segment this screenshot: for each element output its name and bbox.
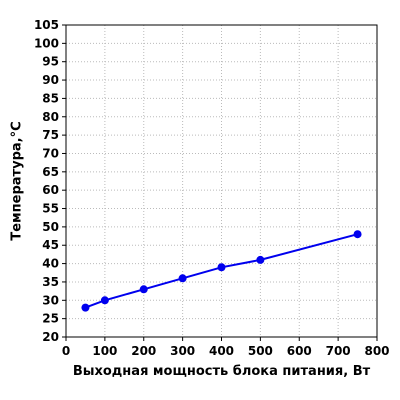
data-point [217, 263, 226, 272]
y-tick-label: 40 [42, 257, 59, 271]
y-tick-label: 25 [42, 312, 59, 326]
y-tick-label: 70 [42, 146, 59, 160]
y-tick-label: 105 [34, 18, 59, 32]
y-tick-label: 30 [42, 293, 59, 307]
y-tick-label: 95 [42, 55, 59, 69]
x-tick-label: 400 [209, 344, 234, 358]
data-point [256, 255, 265, 264]
plot-frame [65, 24, 378, 338]
data-point [81, 303, 90, 312]
y-tick-label: 65 [42, 165, 59, 179]
y-axis-ticks: 20 25 30 35 40 45 50 55 60 65 70 75 80 85 90 95 100 105 [34, 18, 66, 344]
x-axis-ticks: 0 100 200 300 400 500 600 700 800 [62, 337, 390, 358]
y-tick-label: 100 [34, 36, 59, 50]
series-layer [81, 230, 362, 312]
y-tick-label: 60 [42, 183, 59, 197]
x-tick-label: 500 [248, 344, 273, 358]
grid-lines [66, 25, 377, 337]
data-point [178, 274, 187, 283]
data-point [139, 285, 148, 294]
y-tick-label: 75 [42, 128, 59, 142]
x-tick-label: 100 [92, 344, 117, 358]
y-tick-label: 80 [42, 110, 59, 124]
data-point [353, 230, 362, 239]
y-tick-label: 50 [42, 220, 59, 234]
data-point [100, 296, 109, 305]
x-tick-label: 200 [131, 344, 156, 358]
y-tick-label: 85 [42, 91, 59, 105]
x-tick-label: 800 [364, 344, 389, 358]
x-tick-label: 700 [326, 344, 351, 358]
y-tick-label: 55 [42, 202, 59, 216]
y-tick-label: 90 [42, 73, 59, 87]
x-tick-label: 600 [287, 344, 312, 358]
y-axis-title: Температура,°С [10, 121, 25, 240]
x-tick-label: 0 [62, 344, 70, 358]
x-axis-title: Выходная мощность блока питания, Вт [73, 364, 371, 379]
y-tick-label: 45 [42, 238, 59, 252]
x-tick-label: 300 [170, 344, 195, 358]
y-tick-label: 20 [42, 330, 59, 344]
y-tick-label: 35 [42, 275, 59, 289]
